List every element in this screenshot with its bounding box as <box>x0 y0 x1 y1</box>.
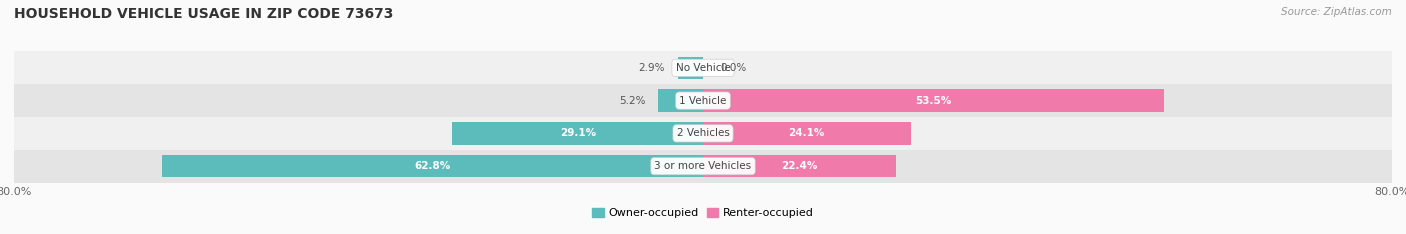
Text: 0.0%: 0.0% <box>720 63 747 73</box>
Text: 3 or more Vehicles: 3 or more Vehicles <box>654 161 752 171</box>
Bar <box>14 150 1392 183</box>
Bar <box>14 51 1392 84</box>
Bar <box>453 122 703 145</box>
Text: 53.5%: 53.5% <box>915 96 952 106</box>
Text: HOUSEHOLD VEHICLE USAGE IN ZIP CODE 73673: HOUSEHOLD VEHICLE USAGE IN ZIP CODE 7367… <box>14 7 394 21</box>
Text: No Vehicle: No Vehicle <box>675 63 731 73</box>
Text: 1 Vehicle: 1 Vehicle <box>679 96 727 106</box>
Bar <box>14 84 1392 117</box>
Bar <box>678 57 703 79</box>
Text: 62.8%: 62.8% <box>415 161 451 171</box>
Bar <box>703 89 1164 112</box>
Bar <box>703 155 896 177</box>
Text: 29.1%: 29.1% <box>560 128 596 138</box>
Text: 2 Vehicles: 2 Vehicles <box>676 128 730 138</box>
Legend: Owner-occupied, Renter-occupied: Owner-occupied, Renter-occupied <box>588 204 818 223</box>
Text: 2.9%: 2.9% <box>638 63 665 73</box>
Bar <box>14 117 1392 150</box>
Text: 5.2%: 5.2% <box>619 96 645 106</box>
Bar <box>703 122 911 145</box>
Text: 24.1%: 24.1% <box>789 128 825 138</box>
Bar <box>162 155 703 177</box>
Text: 22.4%: 22.4% <box>782 161 818 171</box>
Bar <box>658 89 703 112</box>
Text: Source: ZipAtlas.com: Source: ZipAtlas.com <box>1281 7 1392 17</box>
